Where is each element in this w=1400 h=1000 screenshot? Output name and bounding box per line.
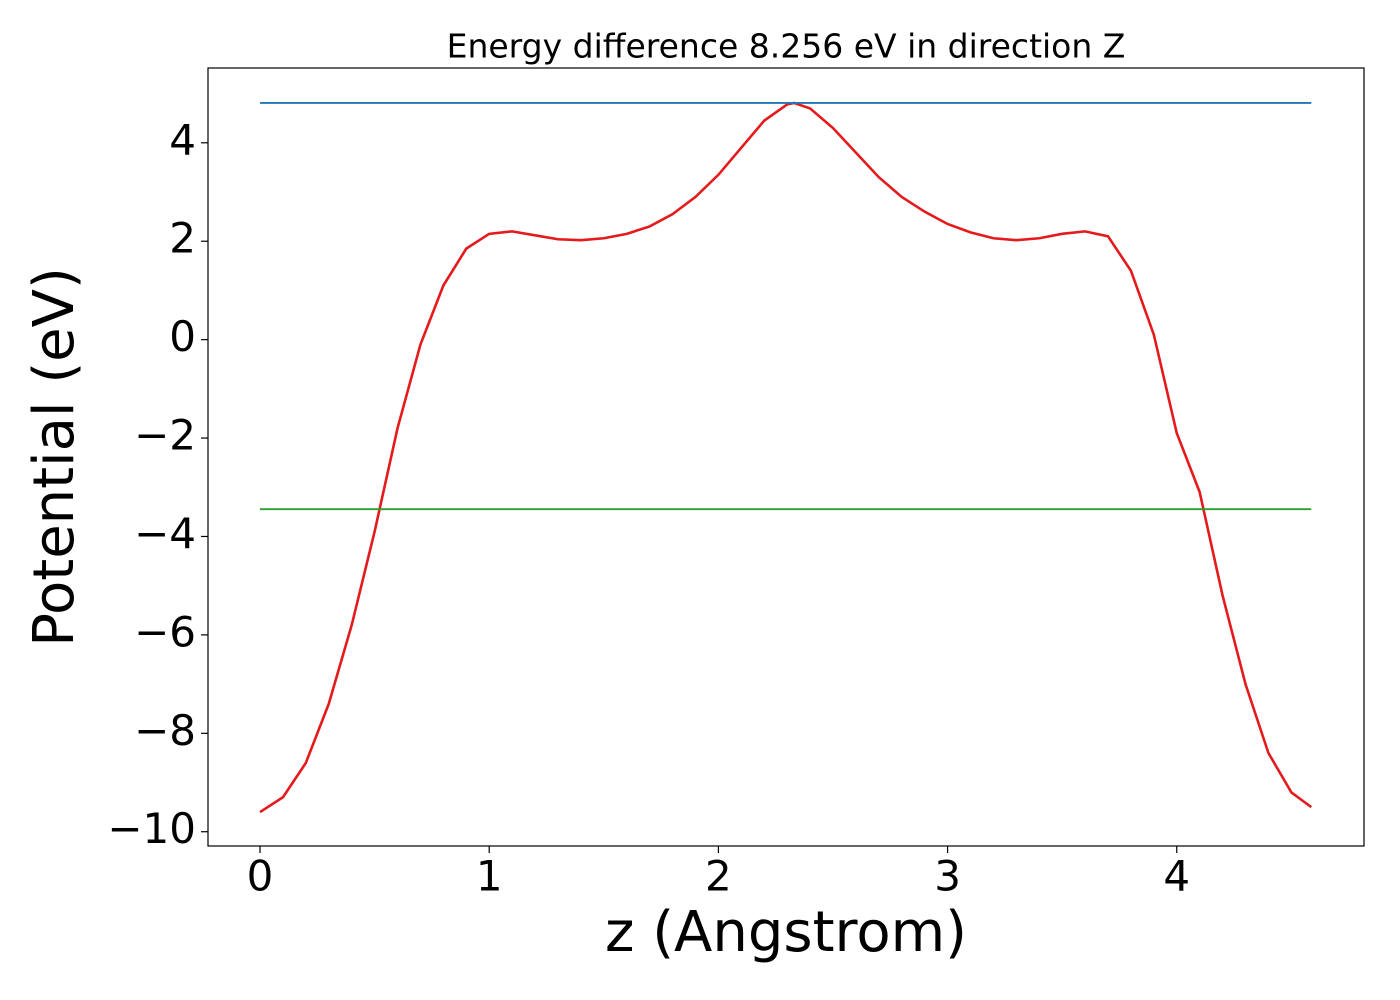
x-tick-label: 2 (705, 852, 732, 901)
chart-title: Energy difference 8.256 eV in direction … (447, 27, 1126, 66)
y-tick-label: 4 (169, 115, 196, 164)
y-tick-label: 2 (169, 214, 196, 263)
x-tick-label: 1 (476, 852, 503, 901)
plot-frame (207, 67, 1365, 847)
x-tick-label: 3 (934, 852, 961, 901)
y-tick-label: −4 (134, 509, 196, 558)
y-tick-label: −8 (134, 706, 196, 755)
y-tick-label: −2 (134, 411, 196, 460)
y-tick-label: −6 (134, 607, 196, 656)
y-tick-label: −10 (107, 804, 196, 853)
y-axis-label: Potential (eV) (22, 267, 87, 647)
x-tick-label: 4 (1163, 852, 1190, 901)
x-tick-label: 0 (247, 852, 274, 901)
x-axis-label: z (Angstrom) (605, 900, 967, 965)
y-tick-label: 0 (169, 312, 196, 361)
